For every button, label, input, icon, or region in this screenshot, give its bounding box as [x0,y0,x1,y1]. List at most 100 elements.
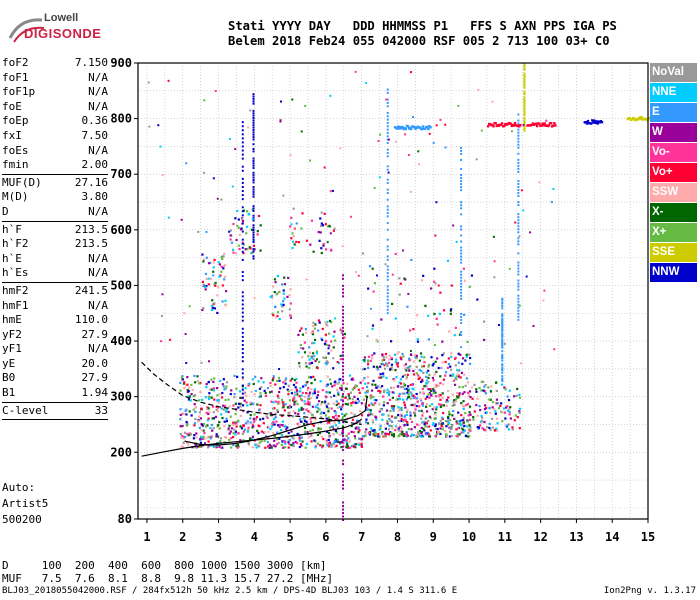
echo-point [427,376,430,380]
echo-point [356,426,359,429]
echo-point [191,388,194,392]
echo-point [224,404,227,408]
echo-point [287,411,290,415]
echo-point [322,244,325,247]
echo-point [401,392,404,395]
echo-streak-point [241,190,244,193]
echo-point [441,383,445,386]
echo-point [237,406,240,409]
echo-point [453,383,457,386]
param-row-d: D N/A [2,205,108,220]
echo-point [351,418,354,421]
echo-point [416,400,419,403]
echo-streak-point [501,315,504,318]
echo-point [408,369,411,372]
sparse-echo-point [184,332,187,335]
param-row-clevel: C-level 33 [2,404,108,419]
param-label: B1 [2,386,16,400]
echo-point [426,369,430,372]
echo-streak-point [501,366,504,369]
param-label: yF2 [2,327,22,341]
echo-point [243,393,246,396]
sparse-echo-point [434,343,437,346]
echo-point [273,416,276,420]
echo-line-point [500,122,504,125]
echo-point [463,373,466,376]
echo-point [325,405,329,408]
echo-point [367,287,370,290]
echo-point [501,420,504,423]
echo-point [421,414,424,417]
echo-point [328,344,331,347]
sparse-echo-point [339,147,342,150]
echo-streak-point [342,277,344,280]
sparse-echo-point [316,358,319,361]
echo-point [455,375,458,378]
echo-point [436,427,439,431]
echo-point [323,212,326,215]
echo-point [328,434,331,438]
echo-point [424,417,427,420]
echo-point [500,402,503,405]
echo-point [431,364,434,367]
param-value: 27.9 [81,371,109,385]
echo-point [273,423,276,426]
echo-point [238,390,242,393]
sparse-echo-point [435,124,438,127]
echo-point [425,382,428,385]
echo-point [276,410,280,413]
echo-point [294,386,297,389]
echo-point [449,426,452,430]
echo-point [200,435,203,439]
echo-streak-point [517,285,520,288]
echo-point [366,360,370,363]
echo-point [406,423,409,426]
echo-streak-point [501,369,504,372]
echo-streak-point [460,291,463,294]
sparse-echo-point [373,186,376,189]
echo-point [260,386,263,389]
echo-point [320,211,323,214]
param-value: N/A [88,85,108,99]
sparse-echo-point [167,216,170,219]
echo-point [186,424,189,427]
echo-point [315,396,319,399]
sparse-echo-point [253,297,256,300]
echo-point [475,403,478,407]
echo-point [326,444,329,447]
echo-point [460,414,463,417]
echo-point [248,437,252,441]
echo-point [307,403,310,406]
echo-point [463,429,466,432]
echo-point [462,405,466,408]
param-label: foEp [2,114,29,128]
echo-point [409,329,412,332]
echo-point [326,391,329,394]
echo-point [258,387,262,390]
echo-point [442,378,446,381]
echo-streak-point [517,134,520,137]
echo-point [305,365,308,368]
echo-point [274,281,277,284]
echo-point [255,416,259,419]
sparse-echo-point [387,171,390,174]
echo-streak-point [252,233,255,236]
sparse-echo-point [212,274,215,277]
echo-point [271,312,274,315]
echo-point [379,408,382,412]
sparse-echo-point [508,267,511,270]
echo-point [319,444,322,447]
echo-point [294,392,297,396]
echo-streak-point [252,126,255,129]
echo-point [436,357,439,360]
echo-point [404,418,407,421]
autoscaling-info: Auto: Artist5 500200 [2,480,48,528]
echo-point [227,410,230,414]
echo-point [425,375,428,378]
echo-point [372,429,375,432]
echo-point [367,408,370,411]
echo-point [325,442,329,445]
echo-point [235,445,238,448]
echo-point [211,417,214,420]
echo-streak-point [386,198,389,201]
